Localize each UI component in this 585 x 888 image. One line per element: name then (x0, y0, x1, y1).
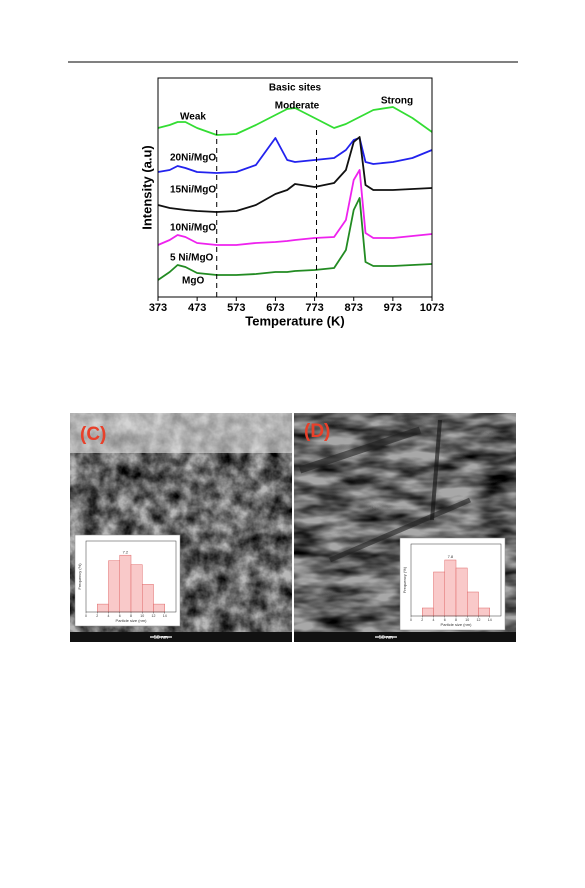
histogram-bar (422, 607, 434, 617)
series-line (157, 137, 433, 174)
x-axis-label: Particle size (nm) (116, 618, 148, 623)
tem-scale-strip (294, 632, 516, 642)
histogram-bar (455, 567, 468, 617)
x-tick-label: 6 (444, 618, 446, 622)
histogram-bar (433, 571, 445, 617)
x-tick-label: 1073 (420, 302, 444, 314)
curve-label: MgO (182, 276, 204, 287)
x-tick-label: 12 (477, 618, 481, 622)
curve-label: 5 Ni/MgO (170, 253, 214, 264)
series-line (157, 136, 433, 213)
x-tick-label: 14 (163, 614, 167, 618)
chart-title: Basic sites (269, 83, 322, 94)
x-tick-label: 10 (140, 614, 144, 618)
x-axis-label: Temperature (K) (245, 313, 344, 328)
curve-label: 20Ni/MgO (170, 153, 216, 164)
x-tick-label: 473 (188, 302, 206, 314)
histogram-bar (142, 584, 154, 613)
curve-label: 15Ni/MgO (170, 185, 216, 196)
series-line (157, 106, 433, 136)
histogram-bar (153, 603, 165, 613)
x-tick-label: 673 (266, 302, 284, 314)
tem-rod (298, 426, 422, 474)
histogram-bar (478, 607, 490, 617)
tem-scale-strip (70, 632, 292, 642)
scale-bar-label: 50 nm (379, 635, 393, 641)
annotation: Strong (381, 96, 413, 107)
y-axis-label: Intensity (a.u) (139, 145, 154, 230)
tem-rod (430, 419, 442, 521)
plot-frame (157, 77, 433, 298)
x-tick-label: 10 (465, 618, 469, 622)
x-tick-label: 6 (119, 614, 121, 618)
annotation: Weak (180, 112, 206, 123)
histogram-bar (130, 564, 143, 613)
panel-label: (C) (80, 424, 106, 445)
x-tick-label: 373 (149, 302, 167, 314)
x-axis-label: Particle size (nm) (441, 622, 473, 627)
x-tick-label: 0 (85, 614, 87, 618)
histogram-bar (119, 554, 132, 613)
x-tick-label: 4 (108, 614, 110, 618)
x-tick-label: 0 (410, 618, 412, 622)
histogram-bar (444, 559, 457, 617)
y-axis-label: Frequency (%) (77, 563, 82, 590)
curve-label: 10Ni/MgO (170, 223, 216, 234)
panel-label: (D) (304, 421, 330, 442)
x-tick-label: 14 (488, 618, 492, 622)
series-line (157, 197, 433, 281)
x-tick-label: 873 (345, 302, 363, 314)
scale-bar-label: 50 nm (154, 635, 168, 641)
y-axis-label: Frequency (%) (402, 566, 407, 593)
x-tick-label: 2 (421, 618, 423, 622)
x-tick-label: 773 (305, 302, 323, 314)
tem-background (70, 413, 292, 453)
peak-annotation: 7.8 (448, 554, 454, 559)
histogram-bar (97, 603, 109, 613)
annotation: Moderate (275, 101, 320, 112)
tem-rod (329, 497, 471, 563)
histogram-bar (467, 591, 479, 617)
x-tick-label: 8 (130, 614, 132, 618)
x-tick-label: 8 (455, 618, 457, 622)
x-tick-label: 2 (96, 614, 98, 618)
x-tick-label: 573 (227, 302, 245, 314)
series-line (157, 169, 433, 246)
x-tick-label: 973 (384, 302, 402, 314)
x-tick-label: 12 (152, 614, 156, 618)
x-tick-label: 4 (433, 618, 435, 622)
peak-annotation: 7.2 (123, 549, 129, 554)
histogram-bar (108, 560, 120, 613)
